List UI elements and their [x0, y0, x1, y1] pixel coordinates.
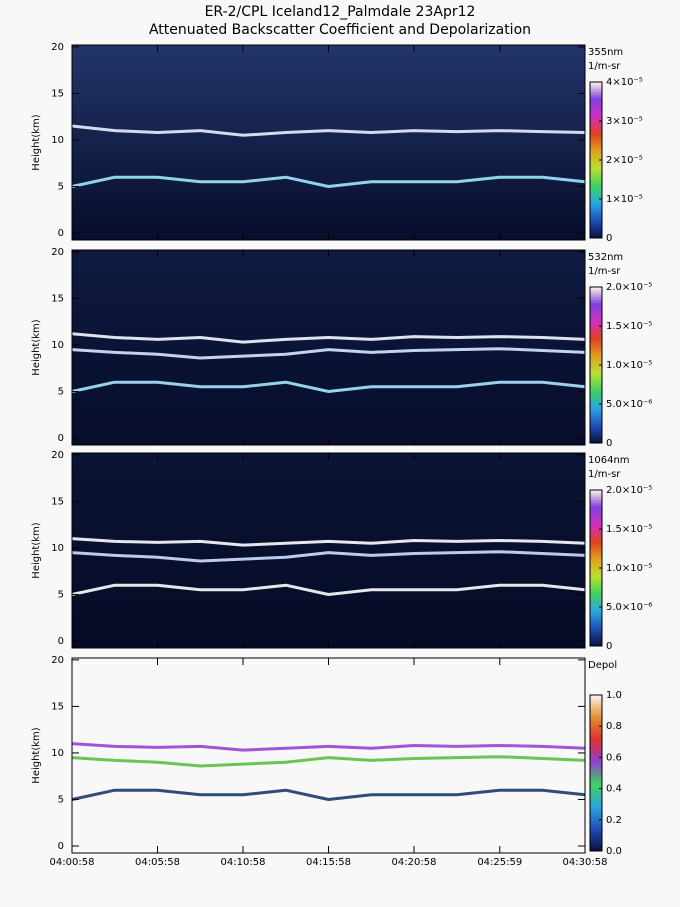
y-tick-label: 5 — [58, 794, 64, 805]
plot-background — [72, 250, 585, 445]
x-tick-label: 04:25:59 — [477, 857, 522, 868]
colorbar-label: 355nm — [588, 47, 623, 58]
cloud-layer — [71, 583, 586, 596]
y-tick-label: 15 — [51, 496, 64, 507]
colorbar-tick-label: 0 — [606, 641, 612, 652]
cloud-layer — [71, 550, 586, 563]
cloud-layer — [71, 380, 586, 393]
y-tick-label: 5 — [58, 386, 64, 397]
x-tick-label: 04:15:58 — [306, 857, 351, 868]
colorbar-label: 532nm — [588, 252, 623, 263]
y-tick-label: 10 — [51, 748, 64, 759]
y-tick-label: 0 — [58, 228, 64, 239]
y-tick-label: 20 — [51, 42, 64, 53]
colorbar-tick-label: 1.0 — [606, 690, 622, 701]
colorbar-tick-label: 2×10⁻⁵ — [606, 155, 643, 166]
colorbar-tick-label: 0.4 — [606, 784, 622, 795]
colorbar-tick-label: 5.0×10⁻⁶ — [606, 399, 652, 410]
x-tick-label: 04:05:58 — [135, 857, 180, 868]
colorbar-tick-label: 1.5×10⁻⁵ — [606, 524, 652, 535]
y-tick-label: 20 — [51, 655, 64, 666]
y-tick-label: 5 — [58, 181, 64, 192]
y-axis-label: Height(km) — [31, 522, 42, 578]
colorbar-tick-label: 5.0×10⁻⁶ — [606, 602, 652, 613]
colorbar-tick-label: 0.8 — [606, 721, 622, 732]
y-tick-label: 20 — [51, 450, 64, 461]
colorbar-tick-label: 4×10⁻⁵ — [606, 77, 643, 88]
colorbar-tick-label: 0 — [606, 233, 612, 244]
colorbar-label: 1/m-sr — [588, 266, 621, 277]
y-tick-label: 10 — [51, 543, 64, 554]
cloud-layer — [71, 175, 586, 188]
y-axis-label: Height(km) — [31, 319, 42, 375]
colorbar-tick-label: 1.0×10⁻⁵ — [606, 563, 652, 574]
colorbar-label: 1/m-sr — [588, 469, 621, 480]
plot-background — [72, 45, 585, 240]
x-tick-label: 04:30:58 — [563, 857, 608, 868]
chart-title: ER-2/CPL Iceland12_Palmdale 23Apr12 — [205, 4, 476, 20]
cloud-layer — [71, 755, 586, 768]
y-tick-label: 0 — [58, 841, 64, 852]
y-axis-label: Height(km) — [31, 727, 42, 783]
y-tick-label: 15 — [51, 293, 64, 304]
colorbar-label: Depol — [588, 660, 617, 671]
cloud-layer — [71, 742, 586, 752]
colorbar-tick-label: 0.2 — [606, 815, 622, 826]
y-tick-label: 20 — [51, 247, 64, 258]
colorbar-tick-label: 1×10⁻⁵ — [606, 194, 643, 205]
chart-subtitle: Attenuated Backscatter Coefficient and D… — [149, 22, 531, 38]
y-tick-label: 15 — [51, 701, 64, 712]
y-tick-label: 5 — [58, 589, 64, 600]
colorbar-label: 1/m-sr — [588, 61, 621, 72]
x-tick-label: 04:10:58 — [221, 857, 266, 868]
cloud-layer — [71, 332, 586, 344]
cloud-layer — [71, 124, 586, 137]
y-tick-label: 15 — [51, 88, 64, 99]
colorbar-label: 1064nm — [588, 455, 630, 466]
colorbar-tick-label: 0.6 — [606, 752, 622, 763]
colorbar-tick-label: 1.0×10⁻⁵ — [606, 360, 652, 371]
colorbar-tick-label: 2.0×10⁻⁵ — [606, 282, 652, 293]
cloud-layer — [71, 788, 586, 801]
y-tick-label: 0 — [58, 433, 64, 444]
colorbar — [589, 694, 603, 852]
colorbar-tick-label: 2.0×10⁻⁵ — [606, 485, 652, 496]
plot-background — [72, 453, 585, 648]
x-tick-label: 04:20:58 — [392, 857, 437, 868]
colorbar-tick-label: 3×10⁻⁵ — [606, 116, 643, 127]
y-tick-label: 0 — [58, 636, 64, 647]
plot-background — [72, 658, 585, 853]
y-tick-label: 10 — [51, 135, 64, 146]
colorbar-tick-label: 1.5×10⁻⁵ — [606, 321, 652, 332]
y-axis-label: Height(km) — [31, 114, 42, 170]
cloud-layer — [71, 537, 586, 547]
cloud-layer — [71, 347, 586, 360]
colorbar-tick-label: 0 — [606, 438, 612, 449]
x-tick-label: 04:00:58 — [50, 857, 95, 868]
y-tick-label: 10 — [51, 340, 64, 351]
colorbar-tick-label: 0.0 — [606, 846, 622, 857]
